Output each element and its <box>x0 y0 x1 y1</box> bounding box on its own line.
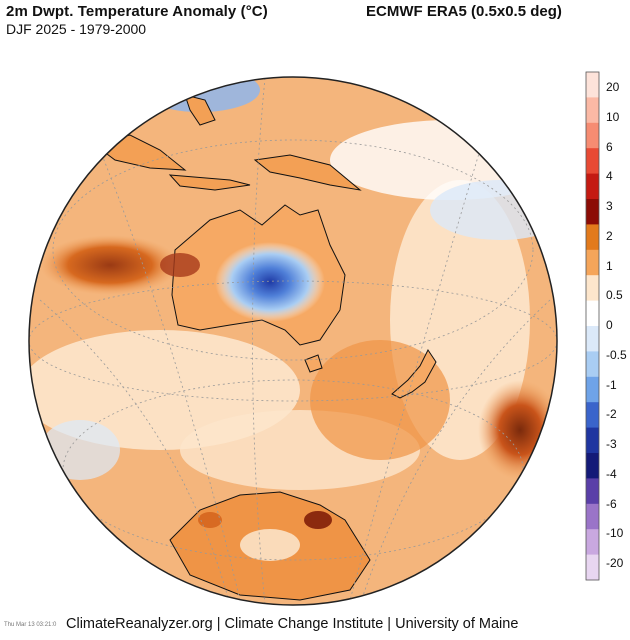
colorbar-tick-label: 3 <box>606 199 613 213</box>
warm-anomaly-antarctica <box>304 511 332 529</box>
colorbar-segment <box>586 122 599 149</box>
map-title: 2m Dwpt. Temperature Anomaly (°C) <box>6 3 268 20</box>
new-zealand <box>391 349 437 399</box>
colorbar-segment <box>586 376 599 403</box>
cool-band-pacific <box>430 180 557 240</box>
colorbar-segment <box>586 326 599 352</box>
colorbar-tick-label: -2 <box>606 407 617 422</box>
colorbar-tick-label: 0.5 <box>606 288 623 303</box>
colorbar-segment <box>586 402 599 429</box>
colorbar-tick-label: 6 <box>606 139 613 154</box>
data-source-label: ECMWF ERA5 (0.5x0.5 deg) <box>366 3 562 20</box>
warm-band-indian <box>40 235 180 295</box>
new-guinea <box>253 154 362 191</box>
colorbar-segment <box>586 148 599 175</box>
warm-hotspot-southpacific <box>478 380 557 480</box>
tasmania <box>304 354 323 373</box>
colorbar-segment <box>586 173 599 200</box>
colorbar-tick-label: 0 <box>606 318 613 332</box>
warm-band-tasman <box>310 340 450 460</box>
colorbar <box>585 71 600 581</box>
globe-fill <box>29 77 557 605</box>
colorbar-segment <box>586 97 599 124</box>
colorbar-segment <box>586 351 599 378</box>
colorbar-tick-label: -4 <box>606 466 617 481</box>
colorbar-segment <box>586 554 599 581</box>
colorbar-tick-label: 10 <box>606 109 620 124</box>
colorbar-segment <box>586 300 599 327</box>
colorbar-tick-label: -6 <box>606 496 617 511</box>
timestamp: Thu Mar 13 03:21:0 <box>4 622 57 628</box>
colorbar-tick-label: -1 <box>606 377 617 392</box>
colorbar-segment <box>586 478 599 505</box>
colorbar-tick-label: 1 <box>606 258 613 273</box>
colorbar-border <box>585 71 600 581</box>
colorbar-segment <box>586 275 599 302</box>
philippines <box>184 94 216 126</box>
colorbar-tick-label: -0.5 <box>606 347 627 362</box>
colorbar-segment <box>586 224 599 251</box>
cool-anomaly-australia <box>215 242 325 322</box>
colorbar-tick-label: -20 <box>606 556 624 570</box>
colorbar-tick-label: -10 <box>606 526 624 541</box>
colorbar-segment <box>586 249 599 276</box>
globe-outline <box>28 76 558 606</box>
colorbar-segment <box>586 453 599 479</box>
colorbar-tick-label: 2 <box>606 228 613 243</box>
map-subtitle: DJF 2025 - 1979-2000 <box>6 21 147 37</box>
colorbar-segment <box>586 503 599 530</box>
near-zero-band-pacific <box>330 120 557 200</box>
credit-line: ClimateReanalyzer.org | Climate Change I… <box>66 616 519 632</box>
colorbar-segment <box>586 72 599 98</box>
warm-patch-antarctica-west <box>198 512 222 528</box>
colorbar-tick-label: 20 <box>606 80 620 94</box>
near-zero-antarctica <box>240 529 300 561</box>
colorbar-segment <box>586 427 599 454</box>
colorbar-segment <box>586 199 599 225</box>
lesser-sunda-islands <box>168 174 251 191</box>
warm-anomaly-western-australia <box>160 253 200 277</box>
colorbar-segment <box>586 529 599 556</box>
colorbar-tick-label: 4 <box>606 169 613 184</box>
colorbar-tick-label: -3 <box>606 437 617 451</box>
